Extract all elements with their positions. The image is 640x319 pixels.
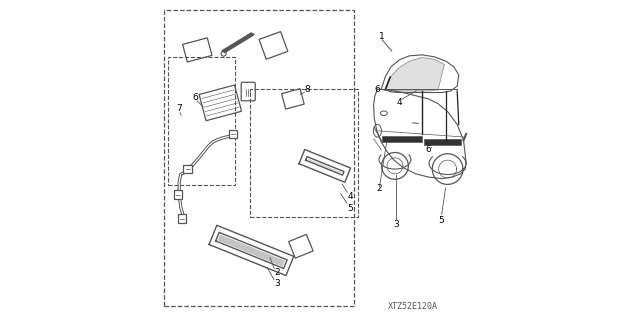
Bar [182, 38, 212, 62]
Bar [381, 136, 422, 142]
Polygon shape [308, 159, 342, 173]
Text: 5: 5 [348, 204, 353, 213]
Bar [424, 139, 461, 145]
Text: 6: 6 [374, 85, 380, 94]
Bar [229, 130, 237, 138]
Bar [164, 10, 354, 306]
Text: 1: 1 [380, 32, 385, 41]
Text: 6: 6 [426, 145, 431, 154]
Bar [250, 89, 358, 217]
Text: 3: 3 [274, 279, 280, 288]
Bar [259, 32, 288, 59]
Text: 2: 2 [274, 268, 280, 277]
Bar [289, 234, 313, 258]
Bar [178, 214, 186, 223]
Text: 8: 8 [305, 85, 310, 94]
Text: 6: 6 [192, 93, 198, 102]
Text: 4: 4 [397, 98, 403, 107]
Bar [282, 89, 304, 109]
Text: 2: 2 [376, 184, 382, 193]
Bar [168, 57, 236, 185]
Text: 4: 4 [348, 192, 353, 201]
Bar [184, 165, 192, 173]
Polygon shape [385, 57, 444, 91]
Bar [199, 85, 241, 121]
Text: 7: 7 [176, 104, 182, 113]
Text: XTZ52E120A: XTZ52E120A [387, 302, 438, 311]
Text: 5: 5 [438, 216, 444, 225]
Polygon shape [218, 234, 285, 267]
Bar [174, 190, 182, 199]
Text: 3: 3 [394, 220, 399, 229]
